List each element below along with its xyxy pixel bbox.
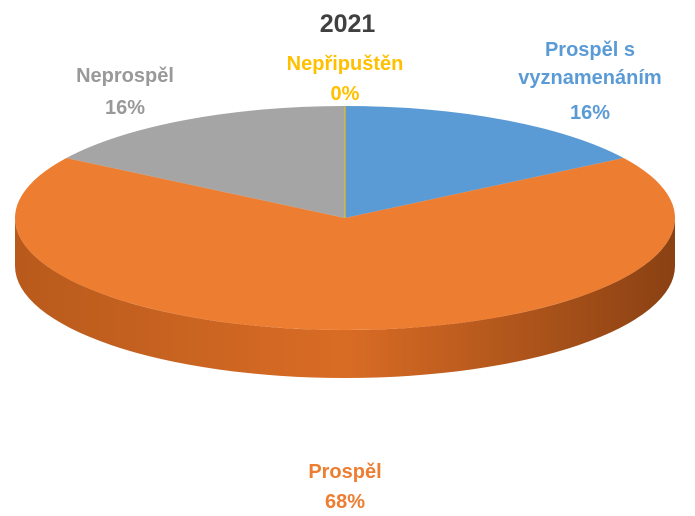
data-label-category: Nepřipuštěn [286,53,404,75]
data-label-value: 0% [330,83,360,105]
data-label-value: 16% [569,102,611,124]
chart-title: 2021 [319,10,376,38]
slice [15,157,676,330]
data-label-value: 68% [324,491,366,513]
slice [66,106,345,218]
slice-side [15,218,675,378]
data-label-category: Prospěl s vyznamenáním [518,39,662,89]
data-label-category: Prospěl [308,461,382,483]
slice [345,106,624,218]
data-label-value: 16% [104,97,146,119]
data-label-category: Neprospěl [76,65,174,87]
